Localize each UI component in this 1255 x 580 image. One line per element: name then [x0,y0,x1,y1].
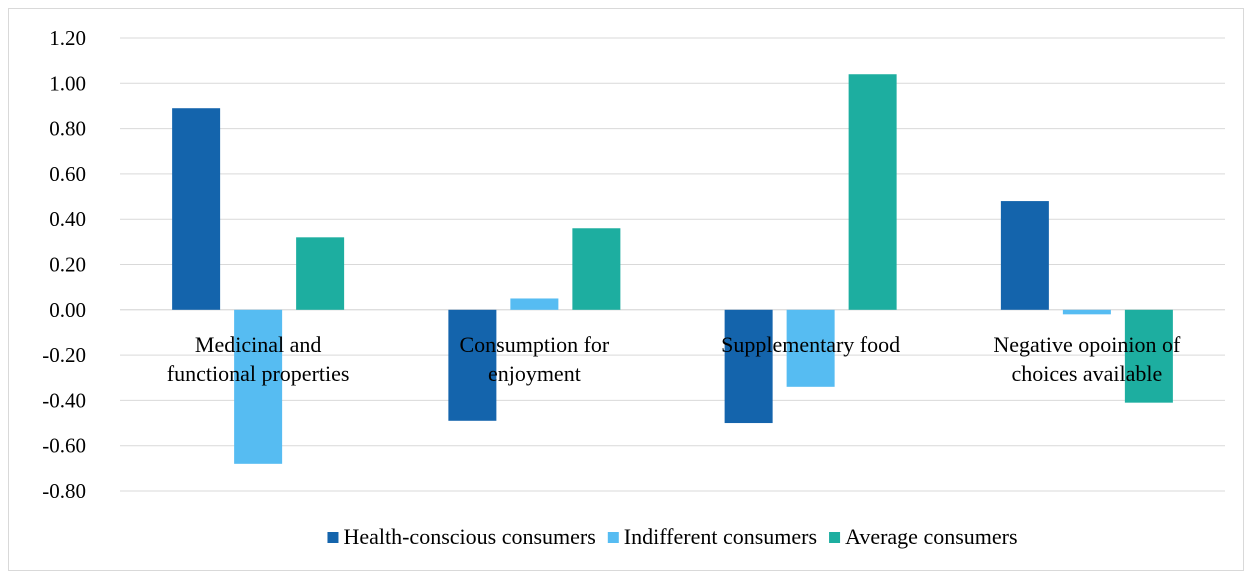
y-tick-label: 0.00 [49,298,86,322]
category-label: Medicinal and functional properties [167,332,350,386]
bar [296,237,345,310]
legend-label: Average consumers [845,524,1017,549]
bar [786,309,835,387]
legend-item: Health-conscious consumers [327,524,596,549]
y-tick-label: 0.60 [49,162,86,186]
y-tick-label: -0.80 [42,479,86,503]
bar [172,108,221,310]
legend-label: Health-conscious consumers [343,524,595,549]
category-label: Negative opoinion of choices available [993,332,1181,386]
gridlines [120,37,1225,492]
legend-swatch [327,532,339,543]
legend: Health-conscious consumers Indifferent co… [327,524,1018,549]
bar [1000,201,1049,310]
legend-item: Average consumers [829,524,1018,549]
bar [448,309,497,421]
y-tick-label: 0.20 [49,253,86,277]
bar [572,228,621,310]
legend-item: Indifferent consumers [607,524,817,549]
legend-label: Indifferent consumers [624,524,817,549]
bar [1124,309,1173,403]
bar [234,309,283,464]
bar [510,298,559,310]
y-tick-label: -0.40 [42,388,86,412]
bar [848,74,897,310]
y-tick-label: 0.40 [49,207,86,231]
legend-swatch [829,532,841,543]
bar [724,309,773,424]
y-tick-label: 0.80 [49,117,86,141]
bars [172,74,1173,464]
category-labels: Medicinal and functional properties Consum… [167,332,1181,386]
y-axis-tick-labels: 1.20 1.00 0.80 0.60 0.40 0.20 0.00 -0.20 -0.40 -0… [42,26,86,503]
bar [1062,309,1111,315]
y-tick-label: -0.20 [42,343,86,367]
legend-swatch [607,532,619,543]
y-tick-label: -0.60 [42,434,86,458]
category-label: Supplementary food [721,332,900,357]
category-label: Consumption for enjoyment [460,332,610,386]
y-tick-label: 1.00 [49,71,86,95]
y-tick-label: 1.20 [49,26,86,50]
